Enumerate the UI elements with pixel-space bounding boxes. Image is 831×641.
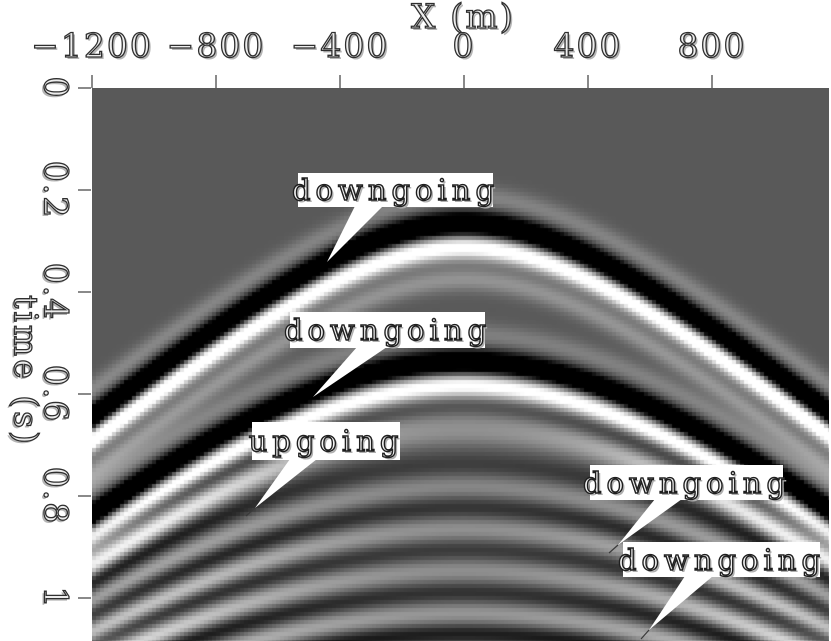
x-tickmark-5 — [711, 75, 713, 88]
x-axis-title: X (m) — [410, 0, 515, 38]
x-tick-label-3: 0 — [452, 25, 476, 65]
x-tick-label-2: −400 — [290, 25, 390, 65]
x-tick-label-1: −800 — [166, 25, 266, 65]
y-axis-title: time (s) — [6, 294, 46, 447]
y-tickmark-4 — [78, 495, 91, 497]
y-tickmark-5 — [78, 597, 91, 599]
x-tick-label-5: 800 — [677, 25, 747, 65]
y-tickmark-0 — [78, 87, 91, 89]
x-tick-label-4: 400 — [553, 25, 623, 65]
y-tick-label-5: 1 — [36, 586, 76, 610]
x-tick-label-0: −1200 — [31, 25, 153, 65]
x-tickmark-0 — [91, 75, 93, 88]
y-tick-label-4: 0.8 — [36, 466, 76, 526]
x-tickmark-1 — [215, 75, 217, 88]
x-tickmark-4 — [587, 75, 589, 88]
callout-label-upgoing-2: upgoing — [248, 422, 404, 460]
y-tickmark-1 — [78, 189, 91, 191]
y-tick-label-2: 0.4 — [36, 262, 76, 322]
x-tickmark-2 — [339, 75, 341, 88]
y-tick-label-1: 0.2 — [36, 160, 76, 220]
y-tickmark-3 — [78, 393, 91, 395]
callout-label-downgoing-4: downgoing — [617, 542, 826, 577]
x-tickmark-3 — [463, 75, 465, 88]
callout-label-downgoing-3: downgoing — [582, 465, 791, 500]
y-tickmark-2 — [78, 291, 91, 293]
y-tick-label-3: 0.6 — [36, 364, 76, 424]
y-tick-label-0: 0 — [36, 76, 76, 100]
callout-label-downgoing-0: downgoing — [291, 172, 500, 207]
callout-label-downgoing-1: downgoing — [283, 312, 492, 348]
